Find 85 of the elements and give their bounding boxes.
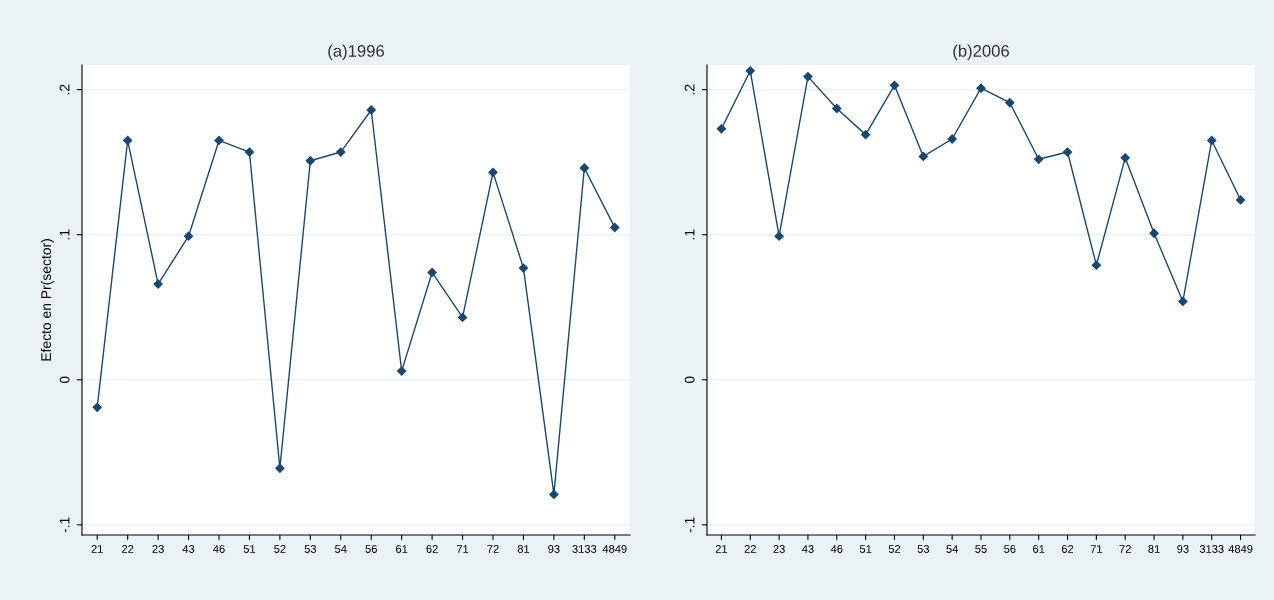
x-tick-label: 93 (548, 545, 560, 553)
point (244, 147, 255, 157)
x-tick-label: 56 (1004, 545, 1016, 553)
y-tick-label: .2 (59, 84, 70, 95)
chart-title: (b)2006 (953, 44, 1009, 61)
x-tick-label: 3133 (1199, 545, 1224, 553)
point (549, 489, 559, 500)
y-tick-label: .1 (684, 229, 695, 240)
point (774, 231, 784, 241)
point (1062, 147, 1073, 157)
point (457, 312, 468, 323)
x-tick-label: 4849 (1228, 545, 1253, 553)
x-tick-label: 53 (917, 545, 930, 553)
x-tick-label: 53 (304, 545, 317, 553)
x-tick-label: 72 (1119, 545, 1131, 553)
y-axis-title: Efecto en Pr(sector) (40, 239, 54, 361)
x-tick-label: 46 (213, 545, 225, 553)
x-tick-label: 46 (830, 545, 843, 553)
point (889, 80, 900, 90)
y-tick-label: -.1 (59, 517, 70, 533)
point (92, 402, 102, 412)
x-tick-label: 54 (946, 545, 959, 553)
x-tick-label: 71 (456, 545, 469, 553)
x-tick-label: 71 (1090, 545, 1103, 553)
x-tick-label: 61 (1033, 545, 1045, 553)
chart-title: (a)1996 (328, 44, 384, 61)
point (1207, 135, 1217, 146)
x-tick-label: 55 (975, 545, 987, 553)
x-tick-label: 72 (487, 545, 499, 553)
y-tick-label: 0 (684, 376, 695, 384)
point (1235, 195, 1246, 205)
point (488, 167, 498, 177)
y-tick-label: .1 (59, 229, 70, 240)
x-tick-label: 21 (715, 545, 728, 553)
y-tick-label: 0 (59, 376, 70, 384)
x-tick-label: 93 (1177, 545, 1189, 553)
x-tick-label: 22 (744, 545, 756, 553)
x-tick-label: 22 (122, 545, 134, 553)
point (366, 105, 376, 115)
y-tick-label: .2 (684, 84, 695, 95)
point (1034, 154, 1044, 164)
point (716, 124, 727, 134)
point (397, 366, 407, 376)
point (305, 156, 315, 166)
point (1091, 260, 1101, 270)
x-tick-label: 62 (1061, 545, 1074, 553)
point (947, 134, 957, 144)
x-tick-label: 62 (426, 545, 438, 553)
x-tick-label: 56 (365, 545, 377, 553)
point (861, 130, 871, 140)
point (275, 463, 285, 473)
x-tick-label: 81 (517, 545, 530, 553)
point (427, 267, 437, 278)
x-tick-label: 23 (773, 545, 785, 553)
x-tick-label: 3133 (572, 545, 597, 553)
x-tick-label: 21 (91, 545, 103, 553)
point (123, 135, 133, 146)
point (518, 263, 529, 273)
x-tick-label: 51 (243, 545, 256, 553)
point (336, 147, 346, 157)
x-tick-label: 61 (396, 545, 408, 553)
point (1005, 98, 1015, 108)
point (918, 151, 928, 162)
x-tick-label: 23 (152, 545, 164, 553)
point (803, 71, 813, 82)
point (832, 103, 842, 114)
point (1120, 153, 1130, 163)
point (153, 279, 163, 289)
x-tick-label: 43 (182, 545, 195, 553)
x-tick-label: 43 (802, 545, 814, 553)
y-tick-label: -.1 (684, 517, 695, 533)
point (579, 163, 589, 173)
x-tick-label: 52 (888, 545, 901, 553)
x-tick-label: 4849 (602, 545, 627, 553)
point (610, 222, 620, 233)
point (1178, 296, 1188, 307)
point (214, 135, 224, 146)
x-tick-label: 54 (335, 545, 347, 553)
x-tick-label: 52 (274, 545, 286, 553)
point (1149, 228, 1159, 238)
point (976, 83, 986, 93)
x-tick-label: 51 (859, 545, 872, 553)
point (745, 66, 755, 76)
point (183, 231, 194, 241)
x-tick-label: 81 (1148, 545, 1160, 553)
